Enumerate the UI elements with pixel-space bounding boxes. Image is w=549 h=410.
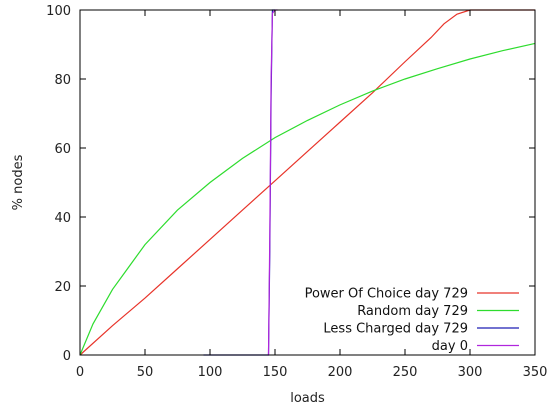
x-tick-label: 200 xyxy=(328,365,353,380)
y-tick-label: 60 xyxy=(54,142,71,157)
legend-label: day 0 xyxy=(432,339,468,354)
plot-frame xyxy=(79,9,536,356)
x-axis-title: loads xyxy=(290,391,325,406)
x-tick-label: 350 xyxy=(523,365,548,380)
y-axis-title: % nodes xyxy=(11,154,26,210)
y-tick-label: 20 xyxy=(54,280,71,295)
y-tick-label: 40 xyxy=(54,211,71,226)
x-tick-label: 150 xyxy=(263,365,288,380)
x-tick-label: 0 xyxy=(76,365,84,380)
series-line-1 xyxy=(79,42,536,356)
x-tick-label: 50 xyxy=(137,365,154,380)
legend-label: Random day 729 xyxy=(357,304,468,319)
series-line-2 xyxy=(203,9,275,356)
legend: Power Of Choice day 729 Random day 729 Les… xyxy=(305,287,519,354)
x-tick-label: 250 xyxy=(393,365,418,380)
y-tick-label: 0 xyxy=(63,349,71,364)
y-tick-label: 80 xyxy=(54,73,71,88)
x-tick-label: 300 xyxy=(458,365,483,380)
axis-ticks xyxy=(79,9,536,356)
x-tick-label: 100 xyxy=(198,365,223,380)
legend-label: Power Of Choice day 729 xyxy=(305,287,468,302)
legend-label: Less Charged day 729 xyxy=(323,322,468,337)
y-tick-label: 100 xyxy=(46,4,71,19)
axis-tick-labels: 0 50 100 150 200 250 300 350 0 20 40 60 80 100 xyxy=(46,4,547,380)
